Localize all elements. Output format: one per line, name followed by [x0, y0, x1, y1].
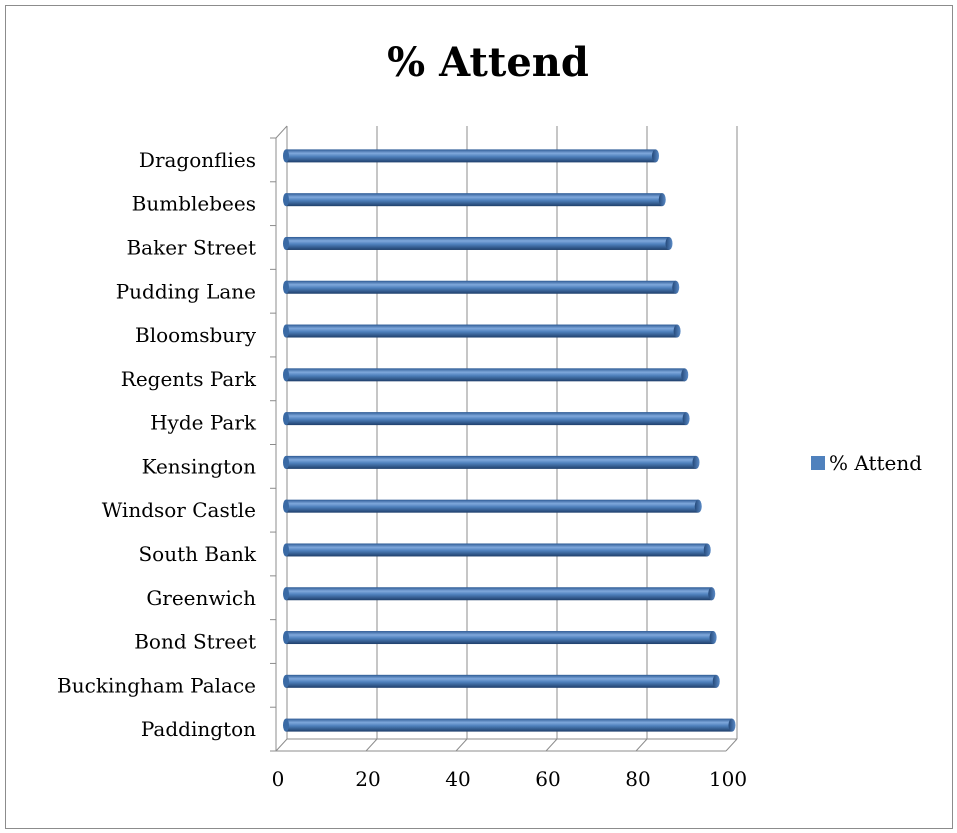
bar — [286, 193, 663, 207]
bar-end-cap — [673, 324, 681, 338]
x-tick-label: 100 — [709, 767, 747, 791]
bar-end-cap — [665, 236, 673, 250]
chart-title: % Attend — [387, 39, 589, 86]
floor-gridline — [545, 738, 558, 752]
legend-swatch — [811, 456, 825, 470]
category-label: Kensington — [142, 454, 257, 478]
x-tick-label: 40 — [445, 767, 470, 791]
bar-base-cap — [283, 280, 289, 294]
bar-end-cap — [728, 718, 736, 732]
chart-svg: % Attend Paddington Buckingham Palace Bond… — [57, 39, 922, 791]
bar-end-cap — [692, 455, 700, 469]
category-label: Dragonflies — [139, 148, 256, 172]
category-label: Hyde Park — [150, 411, 257, 435]
bar-base-cap — [283, 674, 289, 688]
bar — [286, 368, 685, 382]
bar-base-cap — [283, 455, 289, 469]
bar-base-cap — [283, 543, 289, 557]
bar — [286, 412, 687, 426]
legend-label: % Attend — [829, 451, 922, 475]
bar — [286, 455, 696, 469]
gridlines — [275, 126, 738, 752]
bar-base-cap — [283, 412, 289, 426]
category-label: Buckingham Palace — [57, 673, 256, 697]
category-label: Baker Street — [126, 235, 256, 259]
bar — [286, 543, 708, 557]
bar-end-cap — [708, 587, 716, 601]
category-label: Greenwich — [146, 586, 256, 610]
bar — [286, 718, 732, 732]
floor-gridline — [455, 738, 468, 752]
bar-end-cap — [703, 543, 711, 557]
bar-end-cap — [658, 193, 666, 207]
category-label: South Bank — [138, 542, 256, 566]
floor-gridline — [635, 738, 648, 752]
bar-end-cap — [672, 280, 680, 294]
bar — [286, 674, 717, 688]
category-label: Paddington — [141, 717, 256, 741]
bar-end-cap — [712, 674, 720, 688]
bar-base-cap — [283, 587, 289, 601]
bar-base-cap — [283, 631, 289, 645]
x-tick-labels: 0 20 40 60 80 100 — [272, 767, 747, 791]
bar-base-cap — [283, 499, 289, 513]
bar-base-cap — [283, 149, 289, 163]
floor-gridline — [275, 738, 288, 752]
bar-base-cap — [283, 324, 289, 338]
bar-end-cap — [709, 631, 717, 645]
axes — [270, 125, 737, 752]
bar — [286, 149, 656, 163]
bar-end-cap — [652, 149, 659, 163]
category-label: Regents Park — [121, 367, 257, 391]
bar — [286, 499, 699, 513]
bar-base-cap — [283, 193, 289, 207]
category-label: Pudding Lane — [116, 279, 256, 303]
wall-top-edge — [275, 125, 288, 139]
bar-end-cap — [694, 499, 702, 513]
bar — [286, 280, 676, 294]
bar — [286, 587, 712, 601]
bar — [286, 631, 714, 645]
bar — [286, 236, 669, 250]
floor-gridline — [365, 738, 378, 752]
floor-gridline — [725, 738, 738, 752]
category-labels: Paddington Buckingham Palace Bond Street Gr… — [57, 148, 257, 741]
category-label: Windsor Castle — [102, 498, 256, 522]
x-tick-label: 80 — [625, 767, 650, 791]
category-label: Bumblebees — [132, 192, 256, 216]
bar-base-cap — [283, 236, 289, 250]
chart-frame: % Attend Paddington Buckingham Palace Bond… — [5, 5, 953, 829]
category-label: Bloomsbury — [135, 323, 257, 347]
bar — [286, 324, 678, 338]
bar-end-cap — [682, 412, 690, 426]
x-tick-label: 0 — [272, 767, 285, 791]
bar-base-cap — [283, 368, 289, 382]
legend: % Attend — [811, 451, 922, 475]
x-tick-label: 60 — [535, 767, 560, 791]
category-label: Bond Street — [134, 630, 256, 654]
x-tick-label: 20 — [355, 767, 380, 791]
bar-end-cap — [681, 368, 689, 382]
bars — [283, 149, 736, 732]
bar-base-cap — [283, 718, 289, 732]
